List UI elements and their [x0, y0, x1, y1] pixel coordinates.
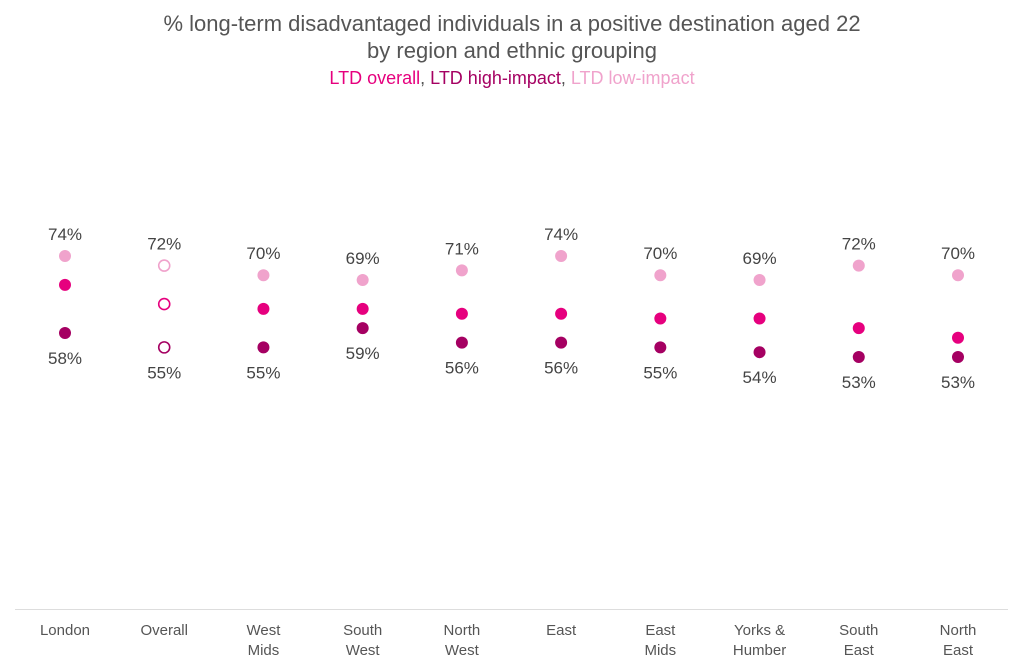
point-ltd-low-impact-south-east — [852, 259, 865, 272]
value-label-bottom-yorks-humber: 54% — [743, 368, 777, 387]
point-ltd-overall-north-west — [455, 307, 468, 320]
legend-ltd-high-impact: LTD high-impact — [430, 68, 561, 88]
point-ltd-overall-south-west — [356, 302, 369, 315]
point-ltd-high-impact-south-east — [852, 351, 865, 363]
point-ltd-overall-overall — [157, 297, 171, 311]
value-label-top-north-east: 70% — [941, 244, 975, 263]
point-ltd-low-impact-north-east — [952, 269, 964, 282]
legend-separator-1: , — [420, 68, 431, 88]
x-tick-label-east-mids: East Mids — [644, 622, 676, 659]
x-tick-label-south-west: South West — [343, 622, 382, 659]
value-label-bottom-south-west: 59% — [346, 344, 380, 363]
point-ltd-low-impact-south-west — [356, 274, 369, 287]
value-label-bottom-north-west: 56% — [445, 359, 479, 378]
value-label-top-london: 74% — [48, 225, 82, 244]
value-label-top-south-east: 72% — [842, 235, 876, 254]
point-ltd-high-impact-yorks-humber — [753, 346, 766, 359]
point-ltd-overall-west-mids — [257, 302, 270, 315]
value-label-bottom-south-east: 53% — [842, 373, 876, 392]
value-label-top-yorks-humber: 69% — [743, 249, 777, 268]
value-label-bottom-overall: 55% — [147, 363, 181, 382]
x-tick-label-london: London — [40, 622, 90, 639]
legend-ltd-low-impact: LTD low-impact — [570, 68, 695, 88]
point-ltd-high-impact-north-east — [952, 351, 964, 363]
x-tick-label-west-mids: West Mids — [246, 622, 281, 659]
x-tick-label-east: East — [546, 622, 577, 639]
legend-separator-2: , — [560, 68, 571, 88]
legend: LTD overall, LTD high-impact, LTD low-im… — [0, 66, 1024, 90]
value-label-bottom-london: 58% — [48, 349, 82, 368]
point-ltd-high-impact-east-mids — [654, 341, 667, 354]
point-ltd-low-impact-west-mids — [257, 269, 270, 282]
point-ltd-high-impact-north-west — [455, 336, 468, 349]
point-ltd-low-impact-overall — [157, 259, 171, 272]
chart-title-line-1: % long-term disadvantaged individuals in… — [163, 11, 861, 36]
chart-title-line-2: by region and ethnic grouping — [367, 38, 657, 63]
point-ltd-overall-north-east — [952, 331, 964, 344]
x-tick-label-north-west: North West — [444, 622, 481, 659]
x-tick-label-south-east: South East — [839, 622, 878, 659]
point-ltd-low-impact-london — [59, 249, 71, 262]
value-label-bottom-east: 56% — [544, 359, 578, 378]
point-ltd-high-impact-overall — [157, 341, 171, 354]
point-ltd-high-impact-south-west — [356, 322, 369, 335]
value-label-top-east-mids: 70% — [643, 244, 677, 263]
point-ltd-high-impact-london — [59, 326, 71, 339]
point-ltd-overall-south-east — [852, 322, 865, 335]
point-ltd-low-impact-north-west — [455, 264, 468, 277]
point-ltd-high-impact-west-mids — [257, 341, 270, 354]
point-ltd-low-impact-east — [555, 249, 568, 262]
value-label-top-east: 74% — [544, 225, 578, 244]
x-tick-label-north-east: North East — [940, 622, 977, 659]
legend-ltd-overall: LTD overall — [329, 68, 421, 88]
point-ltd-overall-yorks-humber — [753, 312, 766, 325]
value-label-bottom-west-mids: 55% — [246, 363, 280, 382]
point-ltd-overall-east — [555, 307, 568, 320]
chart-marks: 74% 72% 70% 69% 71% 74% 70% 69% 72% 70% 58% 55% 55% 5… — [15, 225, 1008, 659]
point-ltd-low-impact-yorks-humber — [753, 274, 766, 287]
value-label-top-west-mids: 70% — [246, 244, 280, 263]
value-label-top-overall: 72% — [147, 235, 181, 254]
point-ltd-overall-east-mids — [654, 312, 667, 325]
value-label-top-north-west: 71% — [445, 239, 479, 258]
x-tick-label-overall: Overall — [140, 622, 188, 639]
value-label-bottom-east-mids: 55% — [643, 363, 677, 382]
point-ltd-low-impact-east-mids — [654, 269, 667, 282]
point-ltd-high-impact-east — [555, 336, 568, 349]
value-label-bottom-north-east: 53% — [941, 373, 975, 392]
x-tick-label-yorks-humber: Yorks & Humber — [733, 622, 786, 659]
point-ltd-overall-london — [59, 278, 71, 291]
value-label-top-south-west: 69% — [346, 249, 380, 268]
